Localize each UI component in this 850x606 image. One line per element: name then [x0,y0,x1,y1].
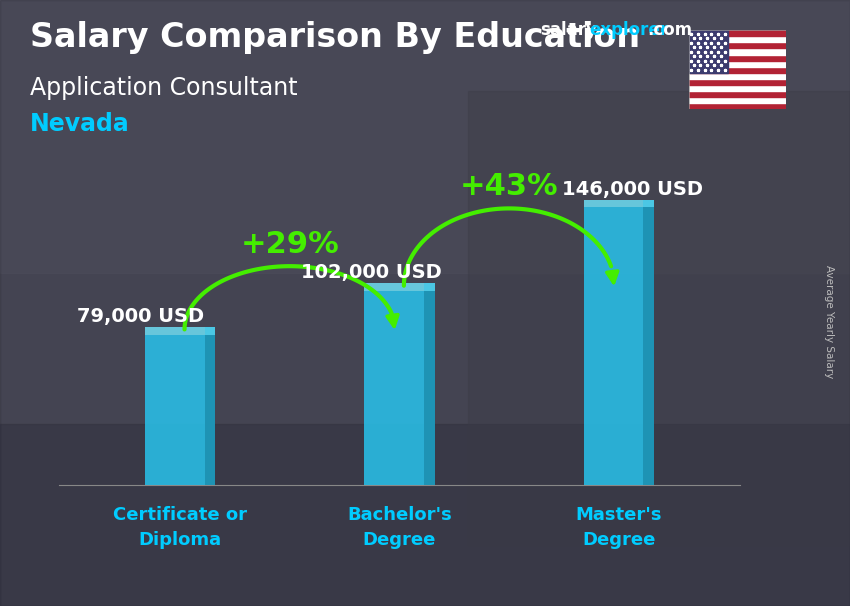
Bar [0,424,850,606]
Bar [643,200,654,207]
Text: +43%: +43% [460,172,558,201]
Bar [584,200,654,207]
Bar [145,335,215,485]
Bar [688,79,786,85]
Bar [365,283,434,291]
Text: salary: salary [540,21,597,39]
Bar [688,97,786,103]
Bar [584,207,654,485]
Text: 102,000 USD: 102,000 USD [301,263,441,282]
Bar [688,73,786,79]
Text: +29%: +29% [241,230,339,259]
Bar [688,103,786,109]
Bar [688,85,786,91]
Text: Salary Comparison By Education: Salary Comparison By Education [30,21,640,54]
Bar [688,48,786,55]
Bar [688,67,786,73]
Text: Average Yearly Salary: Average Yearly Salary [824,265,834,378]
Bar [145,327,215,335]
Bar [0,0,850,273]
Bar [688,61,786,67]
Bar [688,91,786,97]
Bar [643,207,654,485]
Bar [688,55,786,61]
Bar [688,30,728,73]
Bar [205,327,215,335]
Text: Application Consultant: Application Consultant [30,76,297,100]
Text: .com: .com [648,21,693,39]
Bar [205,335,215,485]
Text: 79,000 USD: 79,000 USD [77,307,204,326]
Text: explorer: explorer [589,21,668,39]
Bar [365,291,434,485]
Bar [468,91,850,545]
Bar [688,42,786,48]
Bar [688,36,786,42]
Bar [424,291,434,485]
Bar [688,30,786,36]
Text: 146,000 USD: 146,000 USD [562,179,702,199]
Bar [424,283,434,291]
Text: Nevada: Nevada [30,112,129,136]
